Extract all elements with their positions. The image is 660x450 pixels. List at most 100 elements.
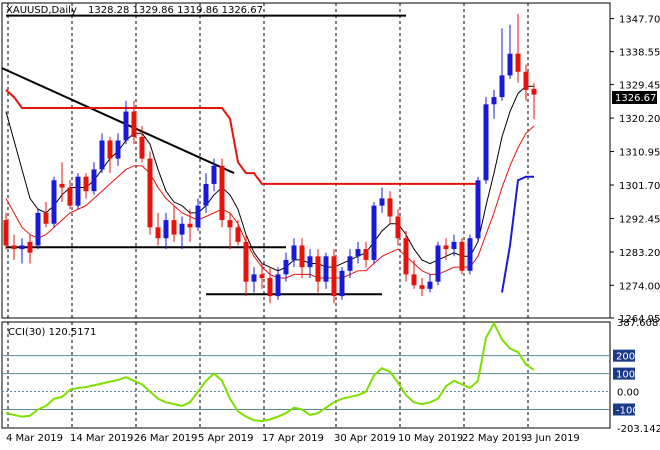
candle-body (235, 227, 241, 242)
candle-body (515, 53, 521, 72)
candle-body (379, 198, 385, 206)
candle-body (283, 259, 289, 275)
candle-body (475, 180, 481, 239)
cci-frame (1, 321, 611, 429)
candle-body (243, 241, 249, 282)
current-price-label: 1326.67 (615, 93, 656, 104)
x-tick-label: 14 Mar 2019 (70, 433, 133, 444)
y-tick-label: 1274.00 (619, 281, 660, 292)
candle-body (507, 53, 513, 76)
candle-body (99, 140, 105, 170)
candle-body (427, 281, 433, 289)
x-tick-label: 3 Jun 2019 (526, 433, 580, 444)
candle-body (139, 136, 145, 159)
candle-body (483, 104, 489, 181)
y-tick-label: 1264.95 (619, 314, 660, 325)
candle-body (395, 216, 401, 239)
cci-tick-label: -100 (616, 405, 639, 416)
cci-line (5, 321, 535, 423)
candle-body (155, 227, 161, 239)
candle-body (35, 212, 41, 246)
x-tick-label: 22 May 2019 (462, 433, 527, 444)
candle-body (171, 220, 177, 235)
candle-body (347, 256, 353, 271)
candle-body (355, 249, 361, 257)
current-price-box (612, 91, 657, 104)
x-tick-label: 17 Apr 2019 (262, 433, 324, 444)
candle-body (211, 165, 217, 184)
grid-lines (1, 2, 611, 429)
chart-symbol: XAUUSD,Daily (6, 5, 77, 16)
candle-body (147, 158, 153, 228)
candle-body (59, 183, 65, 188)
candle-body (203, 183, 209, 206)
blue-step-line (501, 175, 534, 293)
cci-tick-label: -203.1423 (617, 424, 660, 435)
candle-body (435, 245, 441, 282)
candle-body (443, 245, 449, 250)
y-tick-label: 1338.55 (619, 48, 660, 59)
y-tick-label: 1292.45 (619, 214, 660, 225)
y-tick-label: 1329.45 (619, 81, 660, 92)
candle-body (195, 205, 201, 228)
cci-level-box (613, 367, 635, 380)
candle-body (219, 165, 225, 221)
red-step-line (5, 89, 478, 185)
candle-body (123, 111, 129, 141)
main-frame (1, 2, 611, 319)
candle-body (315, 256, 321, 282)
candle-body (75, 176, 81, 206)
cci-title: CCI(30) 120.5171 (8, 327, 96, 338)
candle-body (267, 278, 273, 297)
candle-body (459, 241, 465, 271)
candle-body (259, 274, 265, 279)
candle-body (531, 88, 537, 95)
cci-tick-label: 0.00 (617, 388, 639, 399)
x-tick-label: 26 Mar 2019 (134, 433, 197, 444)
candle-body (299, 245, 305, 268)
trend-line (1, 67, 235, 174)
candle-body (339, 270, 345, 297)
candle-body (275, 274, 281, 297)
cci-level-box (613, 349, 635, 362)
candle-body (251, 274, 257, 282)
candle-body (67, 187, 73, 206)
x-tick-label: 30 Apr 2019 (334, 433, 396, 444)
candle-body (451, 241, 457, 250)
candle-body (491, 97, 497, 105)
candle-body (43, 212, 49, 224)
candle-body (419, 285, 425, 289)
cci-tick-label: 200 (616, 352, 635, 363)
candle-body (179, 223, 185, 235)
candle-body (331, 256, 337, 297)
candle-body (83, 176, 89, 192)
candle-body (51, 180, 57, 224)
x-tick-label: 5 Apr 2019 (198, 433, 253, 444)
main-plot (1, 13, 537, 304)
candle-body (227, 220, 233, 228)
cci-level-box (613, 403, 635, 416)
candle-body (499, 75, 505, 98)
candle-body (323, 256, 329, 282)
candle-body (307, 256, 313, 268)
candle-body (387, 198, 393, 217)
y-tick-label: 1347.70 (619, 15, 660, 26)
y-tick-label: 1301.70 (619, 181, 660, 192)
candle-body (523, 71, 529, 90)
candle-body (3, 220, 9, 246)
candle-body (403, 238, 409, 275)
candle-body (467, 238, 473, 271)
cci-tick-label: 100 (616, 370, 635, 381)
candle-body (131, 111, 137, 137)
cci-plot (2, 321, 610, 423)
axes: 4 Mar 2019 14 Mar 2019 26 Mar 2019 5 Apr 20… (6, 15, 660, 444)
candle-body (163, 220, 169, 239)
y-tick-label: 1320.20 (619, 114, 660, 125)
y-tick-label: 1283.20 (619, 248, 660, 259)
candle-body (371, 205, 377, 260)
y-tick-label: 1310.95 (619, 148, 660, 159)
candle-body (187, 223, 193, 228)
candle-body (363, 249, 369, 260)
